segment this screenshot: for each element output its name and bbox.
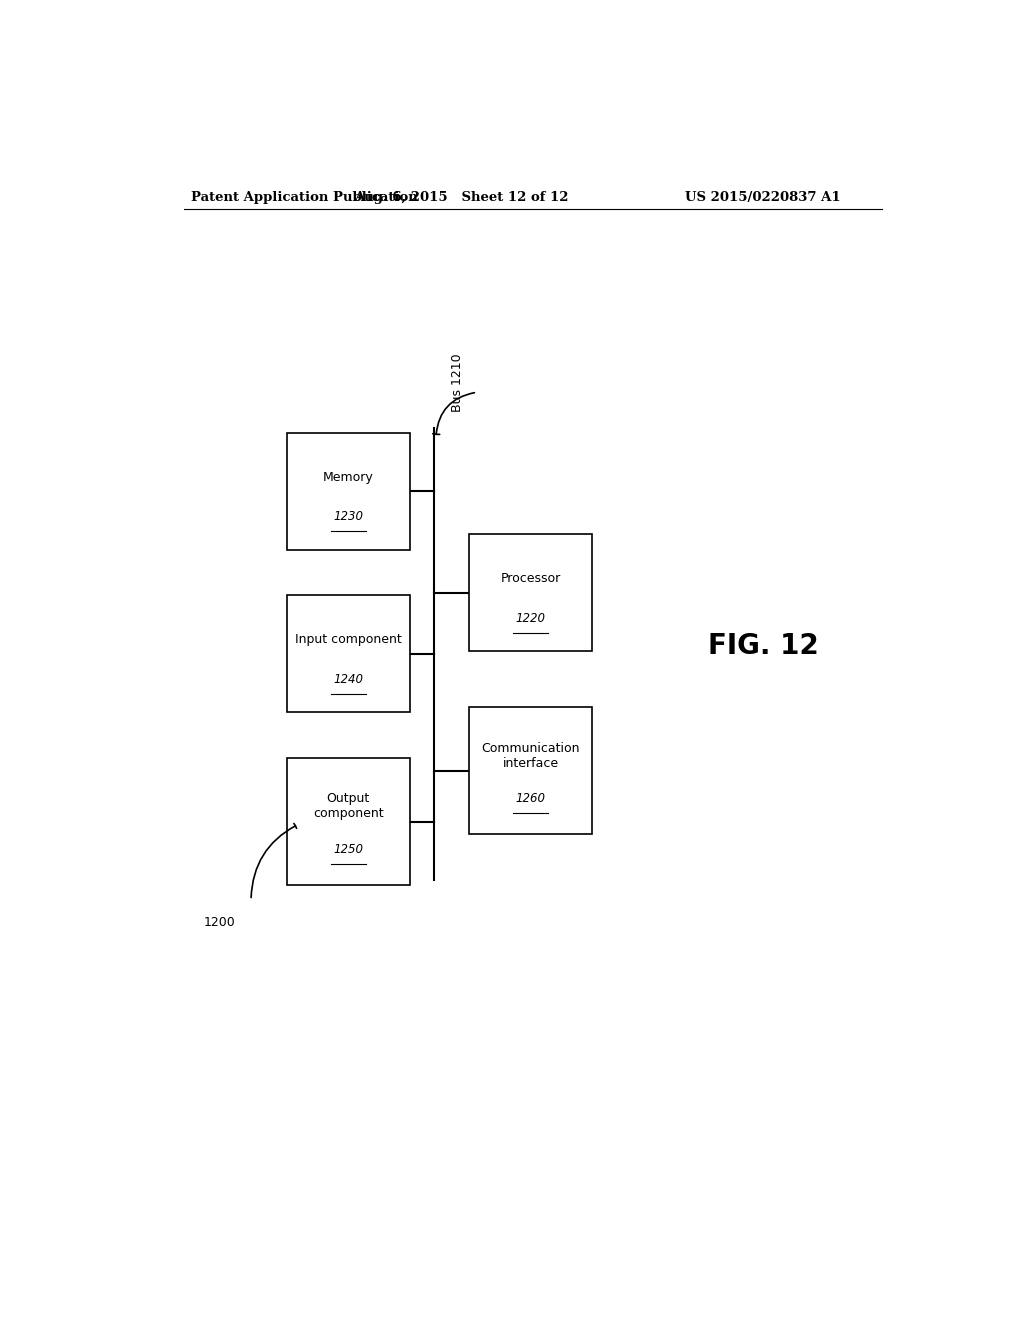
Text: Input component: Input component bbox=[295, 634, 401, 647]
FancyBboxPatch shape bbox=[287, 595, 410, 713]
Text: Aug. 6, 2015   Sheet 12 of 12: Aug. 6, 2015 Sheet 12 of 12 bbox=[354, 190, 568, 203]
Text: 1240: 1240 bbox=[333, 673, 364, 686]
Text: Patent Application Publication: Patent Application Publication bbox=[191, 190, 418, 203]
Text: Memory: Memory bbox=[323, 471, 374, 483]
Text: Bus 1210: Bus 1210 bbox=[451, 354, 464, 412]
FancyBboxPatch shape bbox=[469, 708, 592, 834]
Text: 1200: 1200 bbox=[204, 916, 236, 929]
Text: Output
component: Output component bbox=[313, 792, 384, 820]
FancyBboxPatch shape bbox=[287, 433, 410, 549]
Text: 1230: 1230 bbox=[333, 511, 364, 524]
Text: 1250: 1250 bbox=[333, 843, 364, 857]
Text: Processor: Processor bbox=[501, 573, 561, 585]
FancyBboxPatch shape bbox=[287, 758, 410, 886]
Text: FIG. 12: FIG. 12 bbox=[708, 632, 818, 660]
FancyBboxPatch shape bbox=[469, 535, 592, 651]
Text: 1260: 1260 bbox=[516, 792, 546, 805]
Text: US 2015/0220837 A1: US 2015/0220837 A1 bbox=[685, 190, 841, 203]
Text: Communication
interface: Communication interface bbox=[481, 742, 580, 770]
Text: 1220: 1220 bbox=[516, 612, 546, 626]
